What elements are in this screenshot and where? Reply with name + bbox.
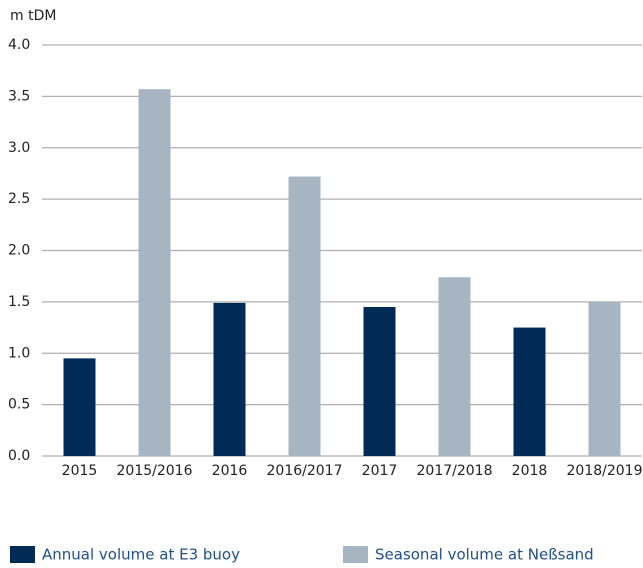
bar: [63, 358, 96, 456]
x-tick-label: 2015: [62, 463, 98, 479]
bar: [138, 89, 171, 457]
bar: [363, 307, 396, 456]
x-tick-label: 2016/2017: [267, 463, 343, 479]
bar: [213, 302, 246, 456]
legend-swatch: [343, 546, 368, 563]
y-tick-label: 0.5: [8, 397, 30, 413]
x-tick-label: 2017/2018: [417, 463, 493, 479]
legend-label: Annual volume at E3 buoy: [42, 546, 240, 564]
legend-swatch: [10, 546, 35, 563]
bar: [438, 277, 471, 456]
x-tick-label: 2018/2019: [567, 463, 643, 479]
y-tick-label: 1.0: [8, 345, 30, 361]
y-tick-label: 0.0: [8, 448, 30, 464]
y-axis-label: m tDM: [10, 8, 56, 24]
y-tick-label: 1.5: [8, 294, 30, 310]
x-tick-label: 2018: [512, 463, 548, 479]
bar: [288, 176, 321, 456]
bar: [588, 301, 621, 456]
y-tick-label: 3.5: [8, 88, 30, 104]
y-tick-label: 4.0: [8, 37, 30, 53]
x-tick-label: 2016: [212, 463, 248, 479]
y-tick-label: 2.5: [8, 191, 30, 207]
x-tick-label: 2015/2016: [117, 463, 193, 479]
x-tick-label: 2017: [362, 463, 398, 479]
y-tick-label: 2.0: [8, 243, 30, 259]
bar: [513, 327, 546, 456]
y-tick-label: 3.0: [8, 140, 30, 156]
legend-label: Seasonal volume at Neßsand: [375, 546, 594, 564]
